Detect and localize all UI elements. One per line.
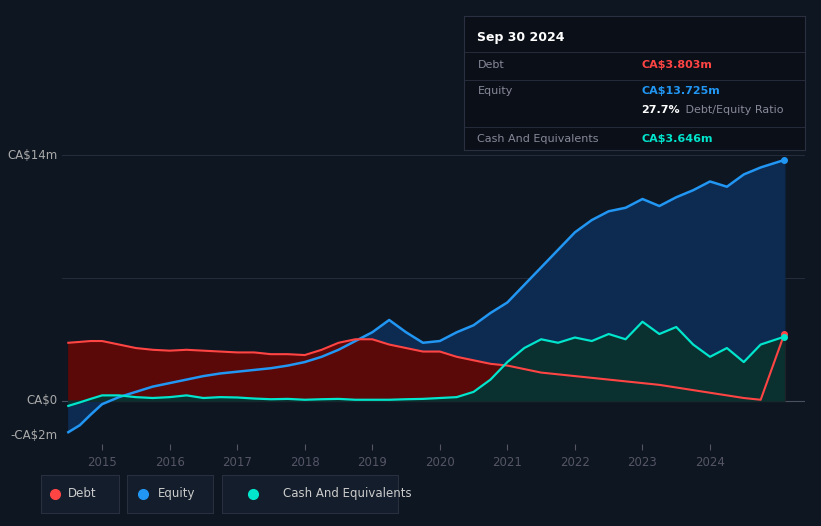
Text: Equity: Equity	[158, 488, 195, 500]
Text: -CA$2m: -CA$2m	[11, 429, 57, 442]
Text: Debt/Equity Ratio: Debt/Equity Ratio	[682, 105, 783, 115]
Text: CA$3.803m: CA$3.803m	[641, 60, 712, 70]
Text: Debt: Debt	[478, 60, 504, 70]
Text: CA$13.725m: CA$13.725m	[641, 86, 720, 96]
Text: Sep 30 2024: Sep 30 2024	[478, 31, 565, 44]
Text: CA$0: CA$0	[27, 394, 57, 407]
Text: 27.7%: 27.7%	[641, 105, 680, 115]
Text: Cash And Equivalents: Cash And Equivalents	[283, 488, 412, 500]
Text: CA$3.646m: CA$3.646m	[641, 134, 713, 144]
Text: CA$14m: CA$14m	[7, 149, 57, 161]
Text: Equity: Equity	[478, 86, 513, 96]
Text: Cash And Equivalents: Cash And Equivalents	[478, 134, 599, 144]
Text: Debt: Debt	[68, 488, 97, 500]
